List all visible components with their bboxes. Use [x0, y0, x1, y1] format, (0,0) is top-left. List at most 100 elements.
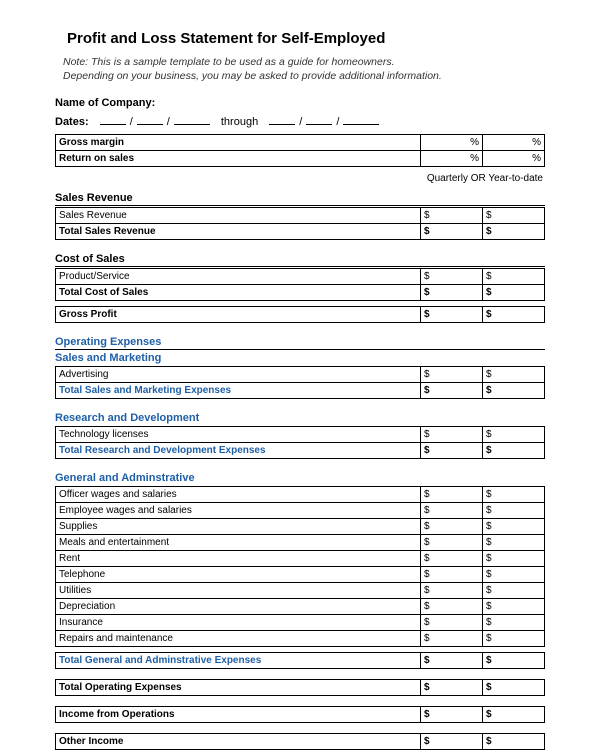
- gross-profit-q[interactable]: $: [421, 307, 483, 323]
- sales-marketing-table: Advertising $ $ Total Sales and Marketin…: [55, 366, 545, 399]
- ratios-table: Gross margin % % Return on sales % %: [55, 134, 545, 167]
- total-cost-of-sales-y[interactable]: $: [483, 285, 545, 301]
- meals-q[interactable]: $: [421, 535, 483, 551]
- officer-wages-q[interactable]: $: [421, 487, 483, 503]
- advertising-row: Advertising $ $: [56, 367, 545, 383]
- total-sales-revenue-y[interactable]: $: [483, 224, 545, 240]
- rent-y[interactable]: $: [483, 551, 545, 567]
- gross-profit-label: Gross Profit: [56, 307, 421, 323]
- total-ga-y[interactable]: $: [483, 653, 545, 669]
- telephone-y[interactable]: $: [483, 567, 545, 583]
- return-on-sales-label: Return on sales: [56, 151, 421, 167]
- product-service-label: Product/Service: [56, 269, 421, 285]
- date-blank[interactable]: [343, 114, 379, 125]
- telephone-q[interactable]: $: [421, 567, 483, 583]
- total-cost-of-sales-q[interactable]: $: [421, 285, 483, 301]
- supplies-q[interactable]: $: [421, 519, 483, 535]
- repairs-row: Repairs and maintenance$$: [56, 631, 545, 647]
- depreciation-row: Depreciation$$: [56, 599, 545, 615]
- utilities-y[interactable]: $: [483, 583, 545, 599]
- total-ga-row: Total General and Adminstrative Expenses…: [56, 653, 545, 669]
- total-rd-y[interactable]: $: [483, 443, 545, 459]
- gross-profit-y[interactable]: $: [483, 307, 545, 323]
- gross-profit-table: Gross Profit $ $: [55, 306, 545, 323]
- repairs-label: Repairs and maintenance: [56, 631, 421, 647]
- gross-margin-row: Gross margin % %: [56, 135, 545, 151]
- date-blank[interactable]: [100, 114, 126, 125]
- other-income-label: Other Income: [56, 734, 421, 750]
- rd-table: Technology licenses $ $ Total Research a…: [55, 426, 545, 459]
- officer-wages-row: Officer wages and salaries$$: [56, 487, 545, 503]
- insurance-y[interactable]: $: [483, 615, 545, 631]
- income-ops-row: Income from Operations $ $: [56, 707, 545, 723]
- total-sm-y[interactable]: $: [483, 383, 545, 399]
- total-op-exp-table: Total Operating Expenses $ $: [55, 679, 545, 696]
- rd-header: Research and Development: [55, 412, 545, 425]
- depreciation-y[interactable]: $: [483, 599, 545, 615]
- sales-revenue-q[interactable]: $: [421, 208, 483, 224]
- utilities-label: Utilities: [56, 583, 421, 599]
- total-rd-q[interactable]: $: [421, 443, 483, 459]
- total-sales-revenue-q[interactable]: $: [421, 224, 483, 240]
- dates-label: Dates:: [55, 116, 89, 128]
- income-ops-q[interactable]: $: [421, 707, 483, 723]
- employee-wages-y[interactable]: $: [483, 503, 545, 519]
- officer-wages-label: Officer wages and salaries: [56, 487, 421, 503]
- sales-revenue-header: Sales Revenue: [55, 192, 545, 206]
- name-of-company-label: Name of Company:: [55, 97, 545, 109]
- depreciation-q[interactable]: $: [421, 599, 483, 615]
- utilities-q[interactable]: $: [421, 583, 483, 599]
- officer-wages-y[interactable]: $: [483, 487, 545, 503]
- tech-licenses-y[interactable]: $: [483, 427, 545, 443]
- date-blank[interactable]: [137, 114, 163, 125]
- page-title: Profit and Loss Statement for Self-Emplo…: [67, 30, 545, 47]
- gross-profit-row: Gross Profit $ $: [56, 307, 545, 323]
- return-on-sales-y[interactable]: %: [483, 151, 545, 167]
- other-income-y[interactable]: $: [483, 734, 545, 750]
- income-ops-y[interactable]: $: [483, 707, 545, 723]
- gross-margin-label: Gross margin: [56, 135, 421, 151]
- total-op-exp-label: Total Operating Expenses: [56, 680, 421, 696]
- insurance-q[interactable]: $: [421, 615, 483, 631]
- product-service-q[interactable]: $: [421, 269, 483, 285]
- date-blank[interactable]: [269, 114, 295, 125]
- total-op-exp-q[interactable]: $: [421, 680, 483, 696]
- employee-wages-label: Employee wages and salaries: [56, 503, 421, 519]
- income-ops-table: Income from Operations $ $: [55, 706, 545, 723]
- telephone-label: Telephone: [56, 567, 421, 583]
- return-on-sales-q[interactable]: %: [421, 151, 483, 167]
- gross-margin-y[interactable]: %: [483, 135, 545, 151]
- repairs-q[interactable]: $: [421, 631, 483, 647]
- through-label: through: [221, 116, 258, 128]
- employee-wages-q[interactable]: $: [421, 503, 483, 519]
- note-line-1: Note: This is a sample template to be us…: [63, 56, 395, 68]
- rent-q[interactable]: $: [421, 551, 483, 567]
- product-service-y[interactable]: $: [483, 269, 545, 285]
- supplies-y[interactable]: $: [483, 519, 545, 535]
- repairs-y[interactable]: $: [483, 631, 545, 647]
- total-cost-of-sales-row: Total Cost of Sales $ $: [56, 285, 545, 301]
- other-income-q[interactable]: $: [421, 734, 483, 750]
- note-line-2: Depending on your business, you may be a…: [63, 70, 442, 82]
- return-on-sales-row: Return on sales % %: [56, 151, 545, 167]
- sales-revenue-label: Sales Revenue: [56, 208, 421, 224]
- operating-expenses-header: Operating Expenses: [55, 336, 545, 350]
- rent-label: Rent: [56, 551, 421, 567]
- gross-margin-q[interactable]: %: [421, 135, 483, 151]
- ga-table: Officer wages and salaries$$ Employee wa…: [55, 486, 545, 647]
- sales-revenue-y[interactable]: $: [483, 208, 545, 224]
- total-sales-revenue-label: Total Sales Revenue: [56, 224, 421, 240]
- total-op-exp-y[interactable]: $: [483, 680, 545, 696]
- tech-licenses-q[interactable]: $: [421, 427, 483, 443]
- date-blank[interactable]: [174, 114, 210, 125]
- meals-y[interactable]: $: [483, 535, 545, 551]
- total-cost-of-sales-label: Total Cost of Sales: [56, 285, 421, 301]
- total-sm-q[interactable]: $: [421, 383, 483, 399]
- tech-licenses-label: Technology licenses: [56, 427, 421, 443]
- date-blank[interactable]: [306, 114, 332, 125]
- advertising-q[interactable]: $: [421, 367, 483, 383]
- other-income-row: Other Income $ $: [56, 734, 545, 750]
- sales-revenue-table: Sales Revenue $ $ Total Sales Revenue $ …: [55, 207, 545, 240]
- advertising-y[interactable]: $: [483, 367, 545, 383]
- total-ga-q[interactable]: $: [421, 653, 483, 669]
